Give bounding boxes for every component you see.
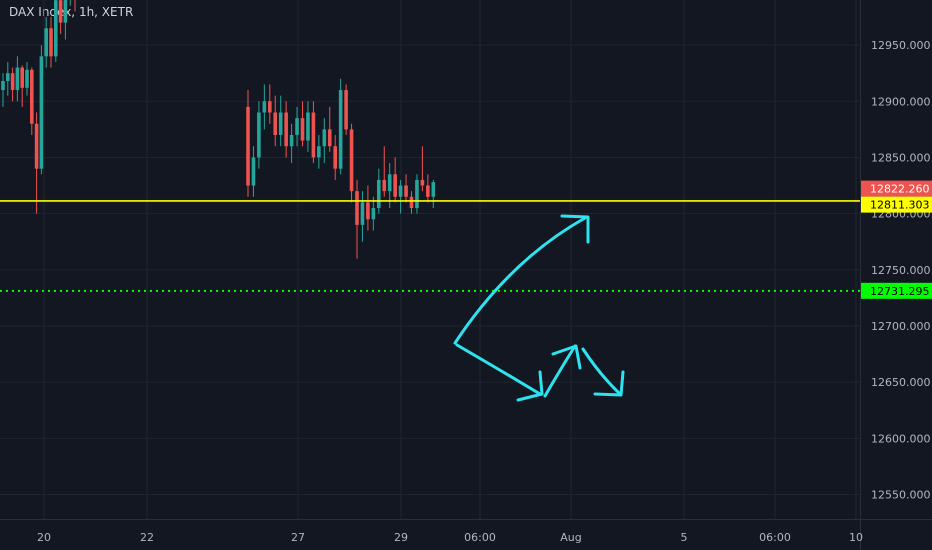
candle-body (306, 112, 310, 141)
tag-last-price-label: 12822.260 (870, 183, 930, 196)
arrow-stroke (560, 214, 590, 244)
x-tick-label: 10 (849, 531, 863, 544)
chart-title: DAX Index, 1h, XETR (9, 5, 134, 19)
x-tick-label: 27 (291, 531, 305, 544)
tag-support-bg (861, 196, 932, 213)
candle-body (54, 0, 58, 57)
candle-body (366, 202, 370, 220)
candle-body (322, 129, 327, 147)
candle-body (1, 81, 5, 91)
candle-body (268, 101, 272, 113)
x-tick-label: 06:00 (464, 531, 496, 544)
candle-body (257, 112, 261, 158)
candle-body (382, 179, 387, 192)
arrow-stroke (455, 343, 542, 396)
candle-body (426, 185, 430, 197)
candle-body (327, 129, 332, 147)
candle-body (404, 185, 408, 197)
candle-body (251, 157, 256, 186)
candle-body (415, 179, 419, 209)
candle-body (289, 134, 294, 147)
y-tick-label: 12850.000 (871, 151, 931, 164)
y-tick-label: 12700.000 (871, 320, 931, 333)
y-axis[interactable]: 12550.000 12600.000 12650.000 12700.000 1275… (871, 0, 931, 502)
candle-body (49, 28, 53, 57)
x-tick-label: 06:00 (759, 531, 791, 544)
candle-body (262, 101, 267, 113)
candle-body (311, 112, 316, 158)
candle-body (295, 118, 299, 135)
x-axis[interactable]: 20 22 27 29 06:00 Aug 5 06:00 10 (37, 531, 863, 544)
candle-body (34, 123, 39, 169)
x-tick-label: Aug (560, 531, 581, 544)
candle-body (338, 90, 343, 169)
candle-body (10, 73, 15, 91)
arrow-stroke (551, 344, 582, 370)
candle-body (300, 118, 305, 141)
candle-body (246, 106, 250, 186)
candle-body (273, 112, 278, 135)
price-tags: 13313.49913066.24012731.29512822.2601281… (861, 180, 932, 299)
arrow-stroke (516, 370, 544, 402)
candle-body (6, 73, 10, 82)
drawn-arrows (453, 214, 625, 402)
candle-body (63, 0, 68, 23)
candle-body (44, 28, 48, 57)
candle-body (431, 182, 436, 197)
y-tick-label: 12750.000 (871, 264, 931, 277)
candle-body (39, 56, 44, 169)
arrow-stroke (593, 370, 625, 397)
level-lines (0, 200, 860, 292)
tag-support-label: 12811.303 (870, 199, 930, 212)
y-tick-label: 12900.000 (871, 95, 931, 108)
candle-body (25, 69, 29, 88)
candle-body (30, 69, 34, 124)
y-tick-label: 12950.000 (871, 39, 931, 52)
y-tick-label: 12550.000 (871, 489, 931, 502)
candle-body (377, 179, 381, 209)
candles (1, 0, 436, 259)
arrow-stroke (581, 347, 622, 396)
candle-body (387, 174, 392, 192)
arrow-stroke (453, 216, 587, 345)
candle-body (15, 67, 20, 91)
arrow-stroke (543, 344, 577, 398)
candle-body (278, 112, 283, 135)
candle-body (333, 146, 337, 169)
tag-support-low-label: 12731.295 (870, 285, 930, 298)
candle-body (317, 146, 321, 158)
tag-last-price-bg (861, 180, 932, 197)
candle-body (349, 129, 354, 192)
candle-body (409, 196, 414, 209)
y-tick-label: 12650.000 (871, 376, 931, 389)
candle-body (360, 202, 365, 225)
candle-body (420, 179, 425, 186)
candle-body (344, 90, 348, 130)
candle-body (393, 174, 397, 197)
x-tick-label: 20 (37, 531, 51, 544)
y-tick-label: 12600.000 (871, 432, 931, 445)
x-tick-label: 22 (140, 531, 154, 544)
x-tick-label: 5 (681, 531, 688, 544)
candle-body (398, 185, 403, 197)
candle-body (20, 67, 24, 88)
candle-body (284, 112, 288, 147)
candle-body (58, 0, 63, 23)
x-tick-label: 29 (394, 531, 408, 544)
tag-support-low-bg (861, 282, 932, 299)
candle-body (371, 208, 376, 220)
candle-body (355, 191, 359, 225)
